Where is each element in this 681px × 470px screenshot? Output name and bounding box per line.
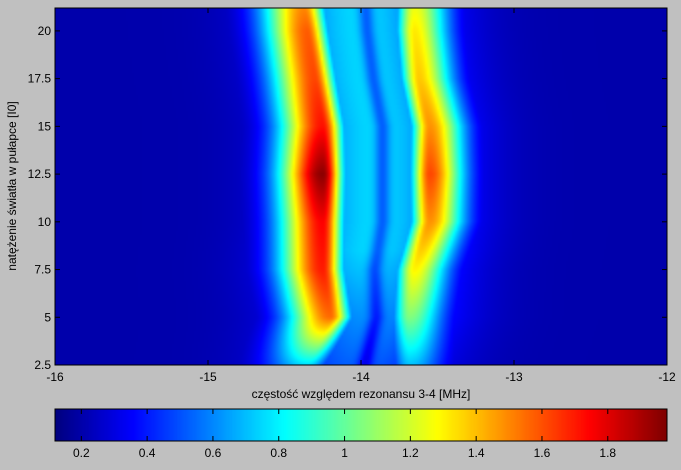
y-tick-label: 2.5 — [34, 358, 51, 372]
colorbar-frame — [54, 408, 668, 442]
colorbar-ticks: 0.2 0.4 0.6 0.8 1 1.2 1.4 1.6 1.8 — [73, 409, 616, 460]
x-tick-label: -16 — [46, 370, 64, 384]
colorbar-tick-label: 1.6 — [534, 446, 551, 460]
colorbar-tick-label: 1.2 — [402, 446, 419, 460]
colorbar: 0.2 0.4 0.6 0.8 1 1.2 1.4 1.6 1.8 — [54, 408, 668, 460]
colorbar-tick-label: 1.8 — [599, 446, 616, 460]
y-tick-label: 20 — [38, 24, 52, 38]
colorbar-tick-label: 0.4 — [139, 446, 156, 460]
y-tick-label: 12.5 — [28, 167, 52, 181]
x-tick-label: -12 — [658, 370, 676, 384]
y-tick-label: 10 — [38, 215, 52, 229]
y-axis-ticks: 2.5 5 7.5 10 12.5 15 17.5 20 — [28, 24, 667, 372]
x-tick-label: -14 — [352, 370, 370, 384]
colorbar-tick-label: 0.2 — [73, 446, 90, 460]
y-tick-label: 7.5 — [34, 263, 51, 277]
heatmap-axes: -16 -15 -14 -13 -12 2.5 5 7.5 10 12.5 15 17.5 20 cz… — [5, 7, 676, 401]
x-axis-ticks: -16 -15 -14 -13 -12 — [46, 8, 676, 384]
colorbar-gradient — [55, 409, 667, 441]
x-tick-label: -13 — [505, 370, 523, 384]
x-tick-label: -15 — [199, 370, 217, 384]
y-tick-label: 15 — [38, 119, 52, 133]
y-tick-label: 17.5 — [28, 72, 52, 86]
colorbar-tick-label: 1.4 — [468, 446, 485, 460]
x-axis-label: częstość względem rezonansu 3-4 [MHz] — [252, 387, 471, 401]
heatmap-image — [55, 8, 667, 365]
colorbar-tick-label: 0.6 — [205, 446, 222, 460]
y-tick-label: 5 — [44, 310, 51, 324]
colorbar-tick-label: 1 — [341, 446, 348, 460]
y-axis-label: natężenie światła w pułapce [I0] — [5, 101, 19, 270]
colorbar-tick-label: 0.8 — [270, 446, 287, 460]
